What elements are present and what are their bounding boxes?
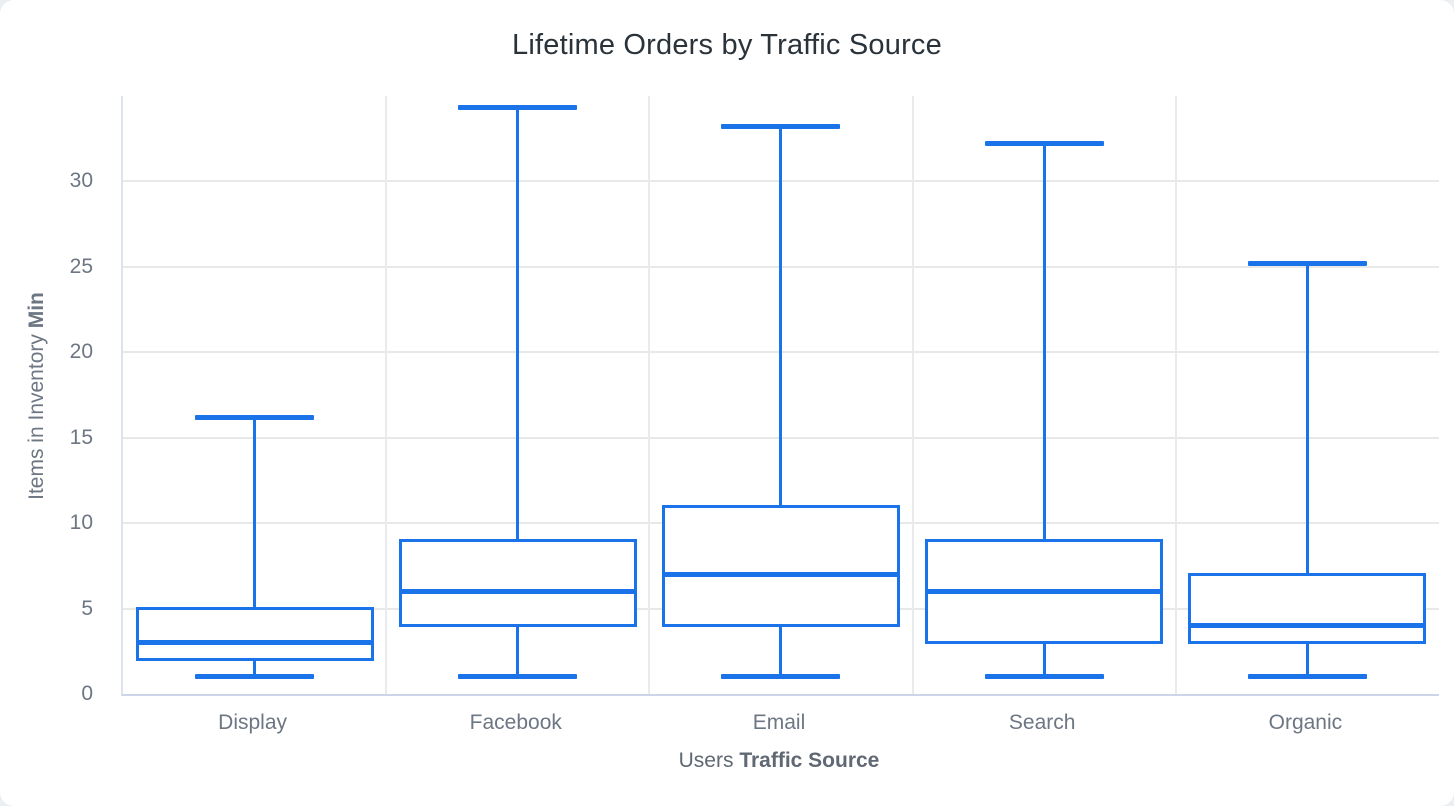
boxplot-facebook[interactable] — [386, 96, 649, 694]
whisker-upper-line — [1042, 143, 1046, 541]
boxplot-display[interactable] — [123, 96, 386, 694]
whisker-upper-line — [1305, 263, 1309, 575]
y-tick-label: 15 — [69, 425, 93, 449]
y-tick-label: 0 — [81, 682, 93, 705]
y-tick-label: 10 — [69, 511, 93, 535]
whisker-cap-max — [1247, 260, 1367, 266]
whisker-lower-line — [779, 625, 783, 677]
whisker-lower-line — [253, 659, 257, 677]
whisker-upper-line — [779, 126, 783, 507]
median-line — [925, 588, 1164, 594]
whisker-lower-line — [1305, 642, 1309, 677]
x-tick-label: Search — [1008, 711, 1076, 734]
whisker-upper-line — [516, 107, 520, 541]
panel-separator — [648, 96, 651, 694]
median-line — [661, 571, 900, 577]
y-tick-label: 5 — [81, 596, 93, 620]
box-iqr-rect[interactable] — [661, 504, 900, 628]
x-axis-title-bold: Traffic Source — [739, 749, 880, 772]
whisker-cap-min — [458, 674, 578, 680]
whisker-cap-max — [458, 105, 578, 111]
x-axis-tick-labels: Display Facebook Email Search Organic — [121, 710, 1437, 738]
x-tick-label: Facebook — [469, 711, 562, 734]
y-tick-label: 30 — [69, 169, 93, 193]
y-tick-label: 20 — [69, 340, 93, 364]
plot-area — [121, 96, 1439, 696]
y-axis-tick-labels: 0 5 10 15 20 25 30 — [0, 96, 93, 705]
box-iqr-rect[interactable] — [1188, 572, 1427, 645]
x-tick-label: Organic — [1268, 711, 1343, 734]
whisker-upper-line — [253, 417, 257, 609]
panel-separator — [911, 96, 914, 694]
x-axis-title: Users Traffic Source — [121, 748, 1437, 774]
y-tick-label: 25 — [69, 254, 93, 278]
boxplot-email[interactable] — [649, 96, 912, 694]
median-line — [135, 640, 374, 646]
whisker-cap-min — [721, 674, 841, 680]
whisker-cap-max — [721, 124, 841, 130]
median-line — [1188, 623, 1427, 629]
whisker-cap-max — [984, 141, 1104, 147]
x-axis-title-regular: Users — [678, 749, 740, 772]
box-iqr-rect[interactable] — [398, 538, 637, 628]
whisker-lower-line — [1042, 642, 1046, 677]
panel-separator — [385, 96, 388, 694]
whisker-lower-line — [516, 625, 520, 677]
whisker-cap-min — [195, 674, 315, 680]
boxplot-search[interactable] — [913, 96, 1176, 694]
boxplot-organic[interactable] — [1176, 96, 1439, 694]
whisker-cap-max — [195, 414, 315, 420]
panel-separator — [1174, 96, 1177, 694]
x-tick-label: Display — [218, 711, 288, 734]
median-line — [398, 588, 637, 594]
whisker-cap-min — [984, 674, 1104, 680]
chart-title: Lifetime Orders by Traffic Source — [512, 29, 942, 61]
box-iqr-rect[interactable] — [135, 607, 374, 662]
whisker-cap-min — [1247, 674, 1367, 680]
x-tick-label: Email — [752, 711, 806, 734]
